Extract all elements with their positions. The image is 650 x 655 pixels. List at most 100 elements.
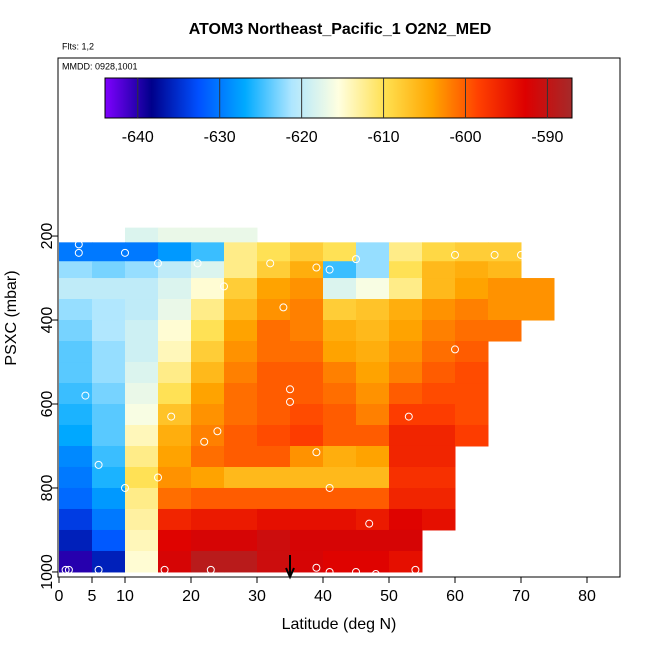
heat-cell	[224, 550, 258, 573]
colorbar-tick-label: -620	[286, 129, 318, 146]
heat-cell	[356, 320, 390, 342]
heat-cell	[59, 466, 93, 489]
flight-point	[451, 345, 459, 354]
heat-cell	[92, 383, 126, 405]
flight-point	[286, 385, 294, 394]
colorbar-tick-label: -610	[368, 129, 400, 146]
heat-cell	[125, 227, 159, 243]
heat-cell	[191, 383, 225, 405]
heat-cell	[455, 242, 489, 262]
heat-cell	[488, 299, 522, 321]
heat-cell	[455, 278, 489, 300]
heat-cell	[323, 404, 357, 426]
flight-point	[279, 303, 288, 312]
flight-point	[451, 250, 459, 259]
heat-cell	[224, 487, 258, 510]
heat-cell	[125, 487, 159, 510]
heat-cell	[158, 227, 192, 243]
flight-point	[94, 460, 103, 469]
flight-point	[220, 282, 228, 291]
heat-cell	[224, 383, 258, 405]
heat-cell	[59, 320, 93, 342]
heat-cell	[323, 508, 357, 531]
heat-cell	[323, 261, 357, 279]
heat-cell	[488, 278, 522, 300]
flight-point	[64, 565, 73, 574]
heat-cell	[92, 362, 126, 384]
flight-point	[206, 565, 215, 574]
heat-cell	[323, 320, 357, 342]
x-axis-label: Latitude (deg N)	[282, 616, 397, 633]
heat-cell	[191, 404, 225, 426]
heat-cell	[224, 341, 258, 363]
heat-cell	[257, 487, 291, 510]
heat-cell	[389, 383, 423, 405]
flight-point	[490, 250, 499, 259]
heat-cell	[257, 529, 291, 552]
heat-cell	[422, 487, 456, 510]
heat-cell	[455, 261, 489, 279]
heat-cell	[59, 404, 93, 426]
heat-cell	[290, 341, 324, 363]
heat-cell	[59, 278, 93, 300]
heat-cell	[158, 362, 192, 384]
heat-cell	[389, 424, 423, 447]
annotation: MMDD: 0928,1001	[62, 61, 138, 71]
heat-cell	[224, 424, 258, 447]
heat-cell	[257, 261, 291, 279]
x-tick-label: 20	[182, 588, 200, 605]
flight-point	[404, 412, 413, 421]
heat-cell	[389, 487, 423, 510]
heat-cell	[290, 445, 324, 468]
heat-cell	[323, 550, 357, 573]
heat-cell	[422, 299, 456, 321]
flight-point	[352, 567, 360, 576]
flight-point	[371, 570, 380, 579]
heat-cell	[323, 242, 357, 262]
heat-cell	[521, 299, 555, 321]
heat-cell	[257, 320, 291, 342]
heat-cell	[224, 278, 258, 300]
heat-cell	[356, 550, 390, 573]
heat-cell	[125, 424, 159, 447]
heat-cell	[356, 445, 390, 468]
heat-cell	[158, 529, 192, 552]
heat-cell	[389, 445, 423, 468]
heat-cell	[422, 445, 456, 468]
heat-cell	[125, 341, 159, 363]
heat-cell	[422, 404, 456, 426]
colorbar-tick-label: -600	[449, 129, 481, 146]
heat-cell	[92, 242, 126, 262]
heat-cell	[92, 550, 126, 573]
flight-point	[121, 483, 129, 492]
heat-cell	[158, 445, 192, 468]
heat-cell	[389, 320, 423, 342]
heat-cell	[224, 261, 258, 279]
heat-cell	[455, 341, 489, 363]
heat-cell	[158, 278, 192, 300]
heat-cell	[290, 424, 324, 447]
heat-cell	[389, 529, 423, 552]
heat-cell	[422, 383, 456, 405]
heat-cell	[455, 424, 489, 447]
flight-point	[81, 391, 90, 400]
colorbar-tick-label: -630	[204, 129, 236, 146]
heat-cell	[224, 362, 258, 384]
heat-cell	[191, 227, 225, 243]
plot-frame	[57, 57, 621, 578]
flight-point	[213, 427, 222, 436]
heat-cell	[290, 550, 324, 573]
heat-cell	[125, 320, 159, 342]
heat-cell	[125, 404, 159, 426]
heat-cell	[92, 487, 126, 510]
heat-cell	[92, 341, 126, 363]
y-axis-label: PSXC (mbar)	[3, 270, 20, 365]
heat-cell	[356, 466, 390, 489]
heat-cell	[125, 466, 159, 489]
heat-cell	[125, 299, 159, 321]
flight-point	[312, 263, 321, 272]
heat-cell	[290, 242, 324, 262]
x-tick-label: 5	[88, 588, 97, 605]
flight-point	[312, 563, 321, 572]
